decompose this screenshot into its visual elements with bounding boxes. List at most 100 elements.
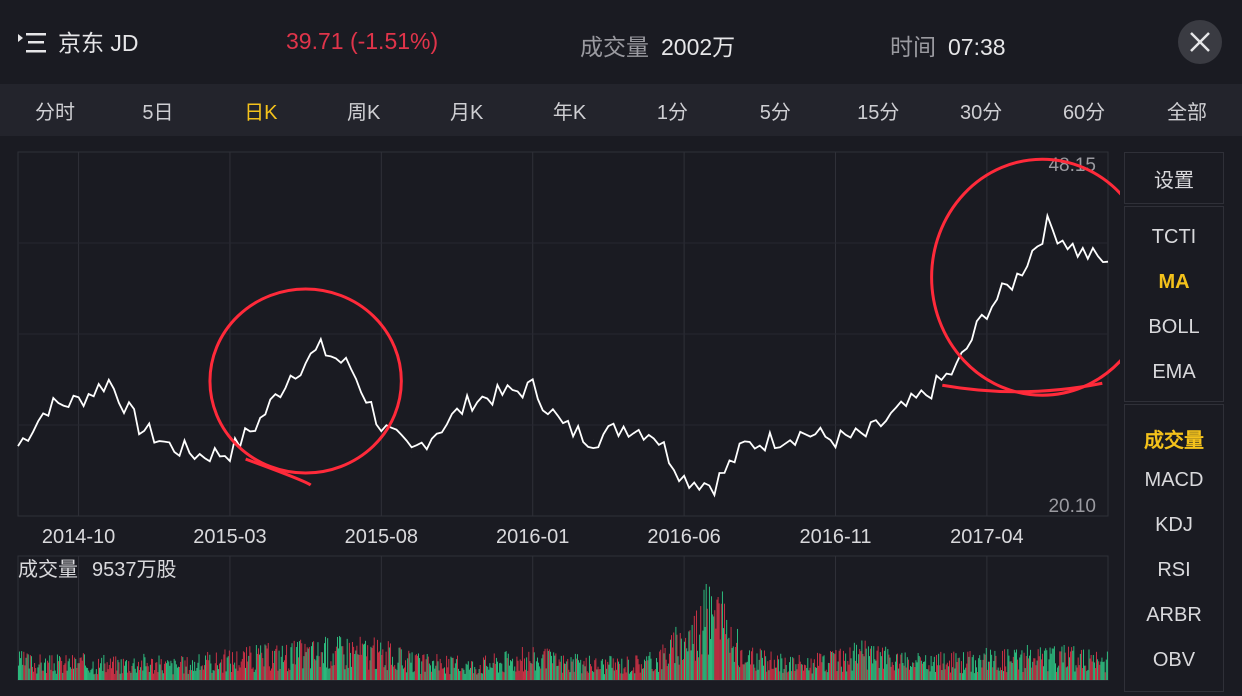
- volume-bar: [102, 670, 104, 680]
- volume-bar: [1074, 671, 1076, 680]
- volume-bar: [1085, 665, 1087, 680]
- volume-bar: [861, 640, 863, 680]
- volume-bar: [308, 647, 310, 680]
- volume-bar: [1000, 670, 1002, 680]
- volume-bar: [841, 671, 843, 680]
- volume-bar: [1002, 650, 1003, 680]
- volume-bar: [482, 657, 484, 680]
- volume-bar: [636, 655, 638, 680]
- volume-bar: [67, 661, 69, 680]
- volume-bar: [648, 655, 650, 680]
- volume-bar: [944, 669, 946, 680]
- volume-bar: [157, 672, 159, 680]
- indicator-arbr[interactable]: ARBR: [1146, 604, 1202, 626]
- volume-bar: [582, 664, 584, 680]
- indicator-tcti[interactable]: TCTI: [1151, 226, 1197, 248]
- indicator-rsi[interactable]: RSI: [1157, 559, 1191, 581]
- volume-bar: [508, 665, 510, 680]
- annotation-tail-2015: [245, 457, 312, 487]
- tab-week-k[interactable]: 周K: [347, 101, 381, 124]
- volume-bar: [302, 668, 304, 680]
- volume-bar: [715, 628, 717, 680]
- volume-series: [18, 584, 1108, 680]
- tab-5day[interactable]: 5日: [142, 101, 174, 124]
- indicator-boll[interactable]: BOLL: [1148, 316, 1200, 338]
- menu-icon[interactable]: [18, 30, 48, 56]
- close-icon[interactable]: [1178, 20, 1222, 64]
- tab-15min[interactable]: 15分: [857, 101, 900, 124]
- tab-month-k[interactable]: 月K: [449, 101, 484, 124]
- volume-bar: [1018, 669, 1020, 680]
- volume-bar: [829, 663, 830, 680]
- volume-bar: [955, 653, 957, 680]
- volume-bar: [792, 657, 794, 680]
- tab-60min[interactable]: 60分: [1062, 101, 1106, 124]
- volume-bar: [445, 673, 446, 680]
- tab-1min[interactable]: 1分: [656, 101, 688, 124]
- volume-bar: [1106, 651, 1108, 680]
- volume-bar: [162, 673, 164, 680]
- volume-bar: [521, 647, 523, 680]
- volume-bar: [1105, 659, 1107, 680]
- volume-bar: [28, 668, 30, 680]
- volume-bar: [130, 672, 132, 680]
- volume-bar: [61, 660, 63, 680]
- volume-bar: [850, 658, 852, 680]
- volume-panel-value: 9537万股: [92, 559, 177, 581]
- volume-bar: [85, 665, 86, 680]
- volume-bar: [573, 671, 575, 680]
- volume-bar: [48, 662, 50, 680]
- volume-value: 2002万: [661, 34, 736, 60]
- volume-bar: [174, 660, 176, 680]
- tab-5min[interactable]: 5分: [759, 101, 791, 124]
- volume-bar: [690, 650, 692, 680]
- volume-bar: [488, 669, 490, 680]
- volume-bar: [1049, 647, 1051, 680]
- indicator-ma[interactable]: MA: [1158, 271, 1190, 293]
- tab-day-k[interactable]: 日K: [244, 101, 278, 124]
- volume-bar: [780, 653, 782, 680]
- volume-bar: [444, 667, 445, 680]
- volume-bar: [928, 665, 930, 680]
- settings-button[interactable]: 设置: [1154, 170, 1194, 192]
- volume-bar: [379, 651, 381, 680]
- tab-30min[interactable]: 30分: [960, 101, 1003, 124]
- volume-bar: [381, 654, 383, 680]
- volume-bar: [156, 662, 158, 680]
- volume-bar: [600, 660, 602, 680]
- stock-price: 39.71 (-1.51%): [286, 28, 439, 54]
- volume-bar: [484, 659, 485, 680]
- volume-bar: [782, 672, 784, 680]
- volume-bar: [477, 673, 479, 680]
- volume-bar: [391, 664, 392, 680]
- volume-bar: [733, 661, 735, 680]
- volume-bar: [878, 667, 880, 680]
- tab-year-k[interactable]: 年K: [552, 101, 587, 124]
- volume-bar: [554, 655, 556, 680]
- volume-bar: [307, 648, 309, 680]
- volume-bar: [609, 655, 611, 680]
- volume-bar: [98, 658, 99, 680]
- close-button[interactable]: [1178, 20, 1222, 64]
- indicator-obv[interactable]: OBV: [1152, 649, 1196, 671]
- indicator-ema[interactable]: EMA: [1152, 361, 1196, 383]
- indicator-kdj[interactable]: KDJ: [1155, 514, 1193, 536]
- volume-bar: [866, 669, 868, 680]
- volume-bar: [528, 651, 530, 680]
- volume-bar: [441, 668, 443, 680]
- tab-all[interactable]: 全部: [1166, 101, 1207, 124]
- indicator-macd[interactable]: MACD: [1144, 469, 1204, 491]
- volume-bar: [1064, 652, 1066, 680]
- volume-bar: [533, 652, 535, 680]
- volume-bar: [285, 655, 286, 680]
- volume-bar: [963, 652, 964, 680]
- volume-bar: [983, 653, 985, 680]
- volume-bar: [799, 661, 801, 680]
- indicator-volume[interactable]: 成交量: [1144, 430, 1204, 452]
- tab-fenshi[interactable]: 分时: [35, 101, 75, 124]
- volume-bar: [201, 665, 203, 680]
- volume-bar: [215, 652, 217, 680]
- volume-bar: [290, 647, 292, 680]
- volume-bar: [278, 650, 280, 680]
